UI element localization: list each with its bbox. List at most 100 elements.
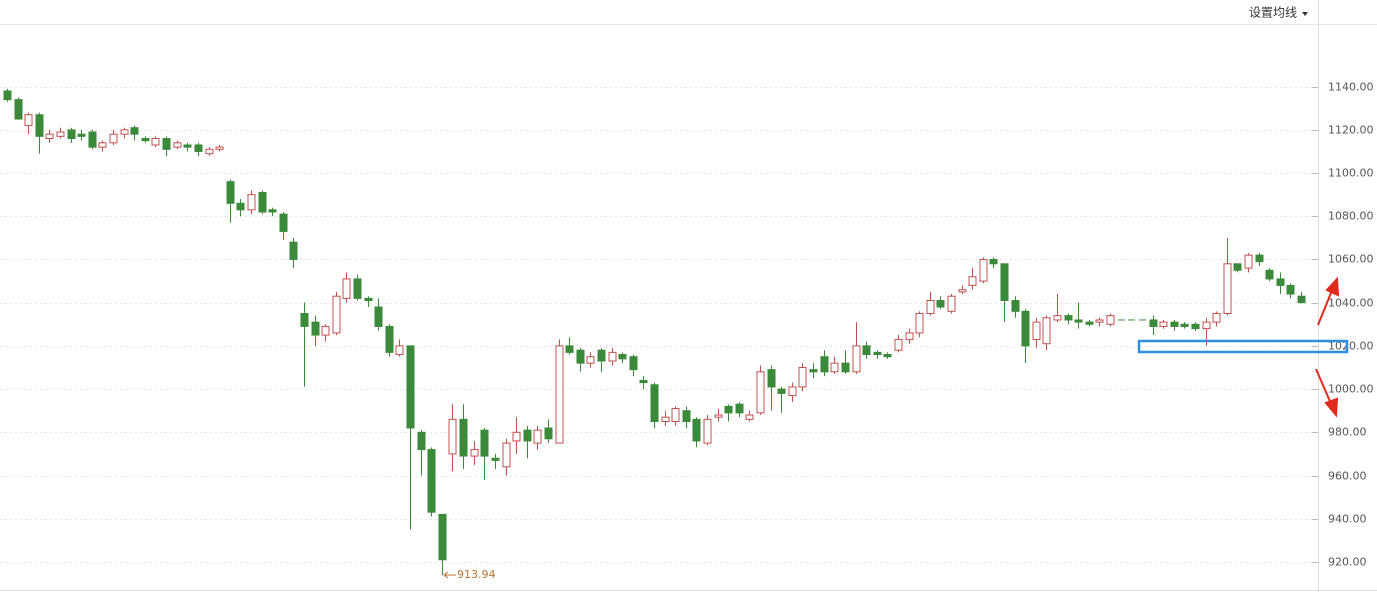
y-tick-label: 980.00 (1328, 426, 1367, 439)
candle-body (130, 127, 139, 135)
candle-body (1233, 263, 1242, 271)
y-tick-label: 1080.00 (1328, 210, 1374, 223)
candle-body (215, 146, 224, 150)
candle-body (1286, 284, 1295, 295)
candle-body (35, 114, 44, 137)
candle-body (682, 410, 691, 422)
candle-body (247, 194, 256, 211)
arrow-up-shaft (1317, 287, 1334, 326)
candle-body (979, 258, 988, 282)
candle-body (14, 99, 23, 120)
candle-body (1106, 315, 1115, 325)
candle-body (3, 90, 12, 101)
candle-body (1276, 278, 1285, 286)
candle-body (841, 362, 850, 373)
candle-body (279, 213, 288, 232)
candle-body (1074, 319, 1083, 323)
candle-body (512, 431, 521, 442)
dropdown-caret[interactable] (1302, 12, 1308, 16)
candle-body (459, 418, 468, 457)
candle-body (958, 289, 967, 293)
candle-body (533, 429, 542, 444)
candle-body (151, 137, 160, 146)
candle-body (300, 312, 309, 327)
candle-body (1297, 295, 1306, 304)
candle-body (1202, 321, 1211, 330)
candle-body (395, 345, 404, 356)
low-annotation: 913.94 (443, 568, 496, 581)
y-tick-label: 1020.00 (1328, 340, 1374, 353)
y-tick-label: 1120.00 (1328, 124, 1374, 137)
candle-body (1244, 254, 1253, 269)
candle-body (109, 133, 118, 144)
candle-body (703, 418, 712, 444)
candle-body (67, 129, 76, 139)
arrow-up-head (1325, 276, 1340, 297)
candle-body (820, 356, 829, 373)
candle-body (777, 388, 786, 394)
candle-body (1000, 263, 1009, 302)
candle-body (88, 131, 97, 148)
candle-body (1095, 319, 1104, 323)
candle-body (1180, 323, 1189, 327)
candle-body (629, 356, 638, 371)
candle-body (1021, 310, 1030, 347)
candle-body (926, 300, 935, 314)
highlight-box (1137, 339, 1349, 354)
candle-body (852, 345, 861, 373)
candle-body (947, 295, 956, 312)
candle-body (470, 449, 479, 457)
candle-body (1149, 319, 1158, 327)
candle-body (1032, 321, 1041, 340)
annotation-label: 913.94 (457, 568, 496, 581)
candle-body (1255, 254, 1264, 263)
candle-body (1170, 321, 1179, 327)
candle-body (1011, 300, 1020, 312)
candle-body (385, 325, 394, 353)
y-tick-label: 960.00 (1328, 470, 1367, 483)
candle-body (342, 278, 351, 299)
candle-body (745, 414, 754, 420)
candle-body (788, 386, 797, 397)
ma-setting-button[interactable]: 设置均线 (1249, 6, 1297, 20)
candle-body (586, 356, 595, 364)
annotation-arrow (443, 571, 456, 579)
candle-body (183, 144, 192, 148)
y-tick-label: 920.00 (1328, 556, 1367, 569)
candle-body (661, 416, 670, 422)
candle-body (268, 209, 277, 213)
candle-body (1159, 321, 1168, 327)
candle-body (417, 431, 426, 451)
candle-body (692, 418, 701, 442)
candle-body (555, 345, 564, 444)
candle-body (353, 278, 362, 299)
candle-body (438, 513, 447, 561)
candle-body (905, 332, 914, 340)
candle-body (639, 379, 648, 384)
candle-body (480, 429, 489, 457)
y-tick-label: 1060.00 (1328, 253, 1374, 266)
candle-body (809, 369, 818, 373)
candle-body (1064, 315, 1073, 321)
candle-body (448, 418, 457, 455)
candle-body (1223, 263, 1232, 314)
candle-body (364, 297, 373, 302)
candle-body (258, 192, 267, 213)
candle-body (236, 202, 245, 211)
y-tick-label: 1140.00 (1328, 81, 1374, 94)
candle-body (767, 369, 776, 388)
candle-body (523, 429, 532, 442)
candle-body (194, 144, 203, 152)
candle-body (162, 137, 171, 150)
candle-body (491, 457, 500, 461)
candle-body (1191, 323, 1200, 330)
candle-body (830, 362, 839, 373)
candle-body (24, 114, 33, 127)
candle-body (1053, 315, 1062, 321)
candle-body (226, 181, 235, 204)
candle-body (756, 371, 765, 414)
candle-body (173, 142, 182, 148)
